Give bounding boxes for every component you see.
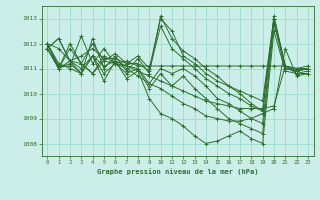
X-axis label: Graphe pression niveau de la mer (hPa): Graphe pression niveau de la mer (hPa) [97,168,258,175]
